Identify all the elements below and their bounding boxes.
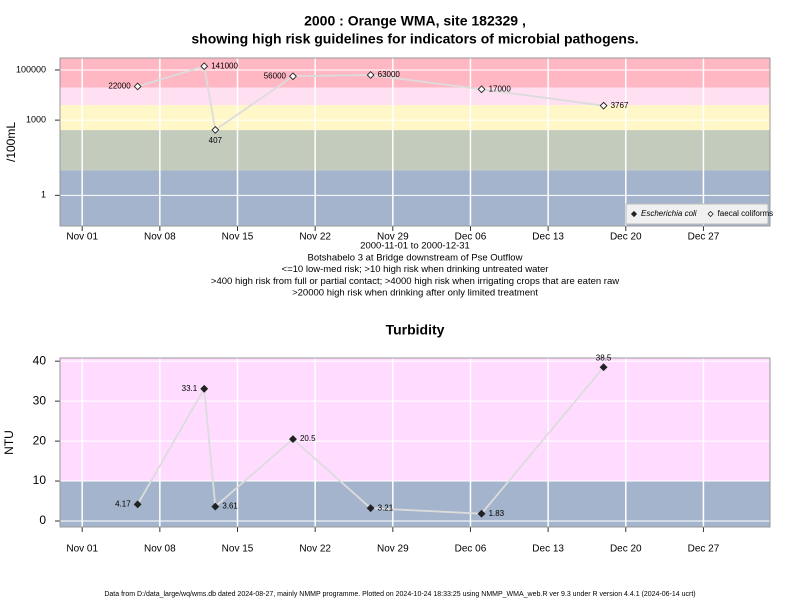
data-point xyxy=(599,101,608,110)
data-point xyxy=(366,504,375,513)
legend-label: Escherichia coli xyxy=(641,209,697,218)
risk-band xyxy=(60,87,770,106)
data-label: 3.21 xyxy=(378,503,394,512)
data-point xyxy=(599,363,608,372)
x-tick-label: Nov 08 xyxy=(144,544,176,555)
risk-band xyxy=(60,130,770,171)
x-tick-label: Nov 01 xyxy=(66,232,98,243)
risk-band xyxy=(60,105,770,131)
data-point xyxy=(289,435,297,444)
data-label: 1.83 xyxy=(489,509,505,518)
plot-frame xyxy=(59,57,771,227)
data-label: 141000 xyxy=(211,61,238,70)
data-point xyxy=(477,509,486,518)
data-label: 63000 xyxy=(378,70,401,79)
caption-line: >400 high risk from full or partial cont… xyxy=(211,276,619,287)
risk-band xyxy=(60,58,770,88)
data-point xyxy=(200,384,209,393)
data-point xyxy=(289,72,297,81)
data-label: 38.5 xyxy=(596,353,612,362)
caption-line: 2000-11-01 to 2000-12-31 xyxy=(360,241,470,252)
risk-band xyxy=(60,358,770,482)
y-tick-label: 100000 xyxy=(16,64,46,74)
chart-title: 2000 : Orange WMA, site 182329 , xyxy=(304,13,526,29)
data-point xyxy=(477,85,486,94)
data-label: 3.61 xyxy=(222,502,238,511)
data-label: 20.5 xyxy=(300,434,316,443)
x-tick-label: Dec 20 xyxy=(610,232,642,243)
y-axis-label: /100mL xyxy=(4,122,18,162)
x-tick-label: Dec 27 xyxy=(688,232,720,243)
data-label: 3767 xyxy=(611,101,629,110)
data-point xyxy=(133,82,142,91)
x-tick-label: Nov 15 xyxy=(222,544,254,555)
data-point xyxy=(211,502,220,511)
caption-line: >20000 high risk when drinking after onl… xyxy=(292,288,538,299)
data-point xyxy=(211,125,220,134)
legend-marker xyxy=(707,210,714,218)
x-tick-label: Nov 22 xyxy=(299,544,331,555)
data-label: 33.1 xyxy=(182,384,198,393)
data-point xyxy=(366,71,375,79)
y-tick-label: 40 xyxy=(33,353,47,367)
data-label: 22000 xyxy=(108,82,131,91)
data-label: 407 xyxy=(209,136,223,145)
y-tick-label: 0 xyxy=(39,513,46,527)
legend-box xyxy=(625,203,769,225)
caption-line: <=10 low-med risk; >10 high risk when dr… xyxy=(282,264,549,275)
y-axis-label: NTU xyxy=(2,430,16,455)
data-label: 4.17 xyxy=(115,499,131,508)
y-tick-label: 30 xyxy=(33,393,47,407)
x-tick-label: Nov 29 xyxy=(377,544,409,555)
data-point xyxy=(200,62,209,71)
y-tick-label: 20 xyxy=(33,433,47,447)
risk-band xyxy=(60,481,770,527)
x-tick-label: Nov 15 xyxy=(222,232,254,243)
legend-label: faecal coliforms xyxy=(718,209,774,218)
y-tick-label: 1000 xyxy=(26,114,46,124)
data-label: 56000 xyxy=(264,71,287,80)
x-tick-label: Nov 29 xyxy=(377,232,409,243)
x-tick-label: Dec 06 xyxy=(455,544,487,555)
data-label: 17000 xyxy=(489,84,512,93)
x-tick-label: Nov 01 xyxy=(66,544,98,555)
y-tick-label: 10 xyxy=(33,473,47,487)
data-point xyxy=(133,500,142,509)
chart-subtitle: showing high risk guidelines for indicat… xyxy=(191,31,638,47)
plot-frame xyxy=(59,357,771,528)
x-tick-label: Dec 06 xyxy=(455,232,487,243)
caption-line: Botshabelo 3 at Bridge downstream of Pse… xyxy=(308,252,523,263)
footer: Data from D:/data_large/wq/wms.db dated … xyxy=(104,591,695,598)
x-tick-label: Dec 27 xyxy=(688,544,720,555)
x-tick-label: Nov 22 xyxy=(299,232,331,243)
x-tick-label: Nov 08 xyxy=(144,232,176,243)
chart-title: Turbidity xyxy=(386,322,445,338)
legend-marker xyxy=(630,210,638,218)
x-tick-label: Dec 13 xyxy=(532,232,564,243)
y-tick-label: 1 xyxy=(41,190,46,200)
x-tick-label: Dec 13 xyxy=(532,544,564,555)
x-tick-label: Dec 20 xyxy=(610,544,642,555)
